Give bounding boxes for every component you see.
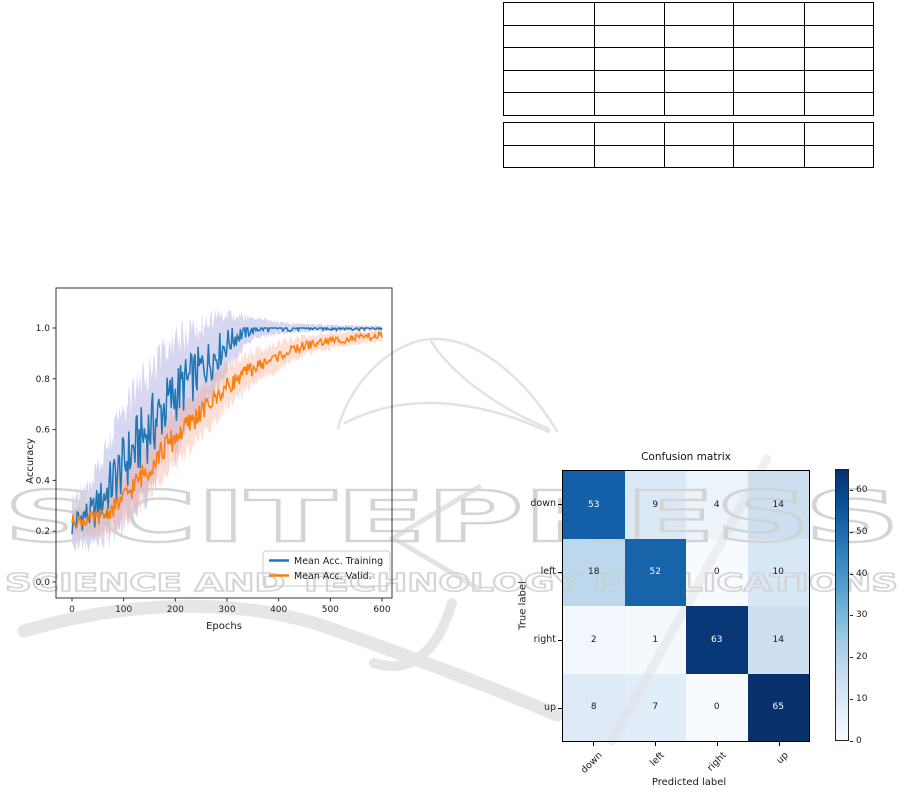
colorbar-tick-mark [850, 573, 853, 575]
row-label-up: up [543, 702, 556, 713]
true-label-axis: True label [517, 581, 529, 630]
matrix-cell: 18 [563, 538, 625, 606]
colorbar-tick-mark [850, 741, 853, 742]
results-table-top [503, 2, 874, 116]
legend-label: Mean Acc. Training [294, 556, 383, 567]
y-tick-label: 0.2 [36, 527, 50, 537]
colorbar-tick-label: 40 [856, 568, 868, 579]
matrix-cell: 14 [747, 471, 809, 539]
matrix-cell: 10 [747, 538, 809, 606]
y-tick-label: 0.6 [36, 426, 51, 436]
mean-accuracy-line [71, 329, 383, 529]
table-cell [804, 122, 874, 146]
col-tick-mark [779, 742, 780, 746]
colorbar-tick-mark [850, 531, 853, 533]
colorbar-tick-label: 30 [856, 610, 868, 621]
matrix-cell: 9 [624, 471, 686, 539]
matrix-cell: 52 [624, 538, 686, 606]
matrix-cell: 7 [624, 673, 686, 741]
colorbar-tick-label: 0 [856, 736, 862, 746]
y-tick-label: 0.8 [36, 375, 51, 385]
colorbar [835, 469, 849, 741]
mean-accuracy-line [71, 326, 383, 535]
matrix-cell: 8 [563, 673, 625, 741]
table-cell [804, 144, 874, 168]
y-axis-label: Accuracy [25, 438, 36, 484]
legend-label: Mean Acc. Valid. [294, 571, 372, 582]
matrix-cell: 14 [747, 606, 809, 674]
predicted-label-axis: Predicted label [651, 777, 727, 788]
matrix-cell: 65 [747, 673, 809, 741]
row-label-down: down [530, 498, 556, 509]
col-label-down: down [578, 750, 605, 776]
col-label-left: left [648, 750, 667, 769]
col-label-up: up [774, 750, 791, 767]
uncertainty-band [72, 328, 382, 541]
colorbar-tick-label: 60 [856, 484, 868, 495]
results-table-bottom [503, 122, 874, 168]
row-label-right: right [533, 634, 556, 645]
matrix-cell: 63 [686, 606, 748, 674]
y-tick-label: 1.0 [36, 324, 51, 334]
col-tick-mark [593, 742, 594, 746]
matrix-cell: 53 [563, 471, 625, 539]
plot-frame [55, 287, 393, 599]
y-tick-label: 0.4 [36, 476, 51, 486]
colorbar-tick-mark [850, 489, 853, 491]
uncertainty-band [72, 309, 382, 554]
row-tick-mark [558, 504, 562, 505]
row-tick-mark [558, 708, 562, 709]
row-tick-mark [558, 572, 562, 573]
colorbar-tick-mark [850, 657, 853, 659]
colorbar-tick-mark [850, 615, 853, 617]
matrix-cell: 2 [563, 606, 625, 674]
col-label-right: right [705, 750, 729, 774]
col-tick-mark [655, 742, 656, 746]
confusion-matrix-grid: 53 9 4 14 18 52 0 10 2 1 63 14 8 7 0 65 [562, 470, 810, 742]
y-tick-label: 0.0 [36, 578, 51, 588]
colorbar-tick-label: 50 [856, 526, 868, 537]
matrix-cell: 0 [686, 673, 748, 741]
colorbar-tick-mark [850, 699, 853, 701]
col-tick-mark [717, 742, 718, 746]
colorbar-tick-label: 20 [856, 652, 868, 663]
row-label-left: left [540, 566, 556, 577]
table-cell [804, 92, 874, 116]
confusion-matrix-title: Confusion matrix [641, 451, 731, 463]
colorbar-tick-label: 10 [856, 694, 868, 705]
row-tick-mark [558, 640, 562, 641]
matrix-cell: 0 [686, 538, 748, 606]
matrix-cell: 4 [686, 471, 748, 539]
matrix-cell: 1 [624, 606, 686, 674]
